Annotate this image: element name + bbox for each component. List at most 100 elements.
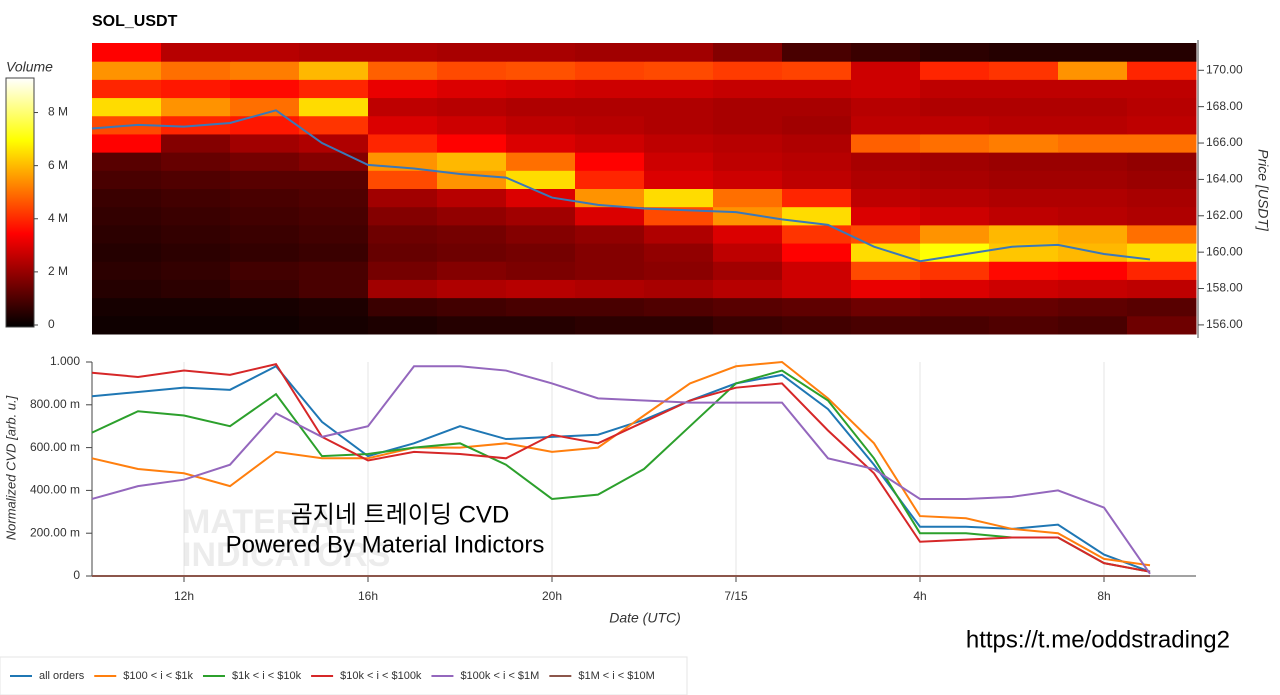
y-axis-label: Normalized CVD [arb. u.] xyxy=(3,395,18,540)
y-tick-label: 170.00 xyxy=(1206,62,1243,76)
heat-cell xyxy=(92,206,162,226)
heat-cell xyxy=(299,61,369,80)
heat-cell xyxy=(782,224,852,244)
heat-cell xyxy=(92,279,162,299)
heat-cell xyxy=(575,188,645,208)
heat-cell xyxy=(851,43,921,62)
chart-title: SOL_USDT xyxy=(92,13,178,30)
legend-label: $100 < i < $1k xyxy=(123,670,193,682)
heat-cell xyxy=(230,97,300,117)
heat-cell xyxy=(851,261,921,280)
heat-cell xyxy=(230,206,300,226)
heat-cell xyxy=(920,43,990,62)
heat-cell xyxy=(92,152,162,171)
legend-label: $1k < i < $10k xyxy=(232,670,302,682)
y-tick-label: 200.00 m xyxy=(30,525,80,539)
heat-cell xyxy=(161,133,231,153)
cvd-line xyxy=(91,363,1151,573)
heat-cell xyxy=(1058,152,1128,171)
heat-cell xyxy=(575,170,645,189)
heat-cell xyxy=(851,152,921,171)
heat-cell xyxy=(713,261,783,280)
footer-link: https://t.me/oddstrading2 xyxy=(966,626,1230,653)
heat-cell xyxy=(713,133,783,153)
heat-cell xyxy=(989,97,1059,117)
heat-cell xyxy=(920,152,990,171)
heat-cell xyxy=(368,79,438,99)
heat-cell xyxy=(299,243,369,262)
heat-cell xyxy=(575,224,645,244)
heat-cell xyxy=(506,261,576,280)
heat-cell xyxy=(299,97,369,117)
x-tick-label: 20h xyxy=(542,589,562,603)
heat-cell xyxy=(92,188,162,208)
heat-cell xyxy=(161,170,231,189)
heat-cell xyxy=(782,61,852,80)
heat-cell xyxy=(989,115,1059,135)
heat-cell xyxy=(368,297,438,317)
heat-cell xyxy=(851,243,921,262)
heat-cell xyxy=(851,206,921,226)
heat-cell xyxy=(851,79,921,99)
heat-cell xyxy=(506,297,576,317)
heat-cell xyxy=(782,261,852,280)
heat-cell xyxy=(782,115,852,135)
watermark: MATERIAL xyxy=(182,503,355,541)
heat-cell xyxy=(506,97,576,117)
heat-cell xyxy=(644,61,714,80)
heat-cell xyxy=(1127,170,1197,189)
heat-cell xyxy=(989,188,1059,208)
y-tick-label: 600.00 m xyxy=(30,440,80,454)
heat-cell xyxy=(437,152,507,171)
heat-cell xyxy=(161,297,231,317)
heat-cell xyxy=(230,279,300,299)
heat-cell xyxy=(230,152,300,171)
y-tick-label: 168.00 xyxy=(1206,99,1243,113)
heat-cell xyxy=(368,206,438,226)
heat-cell xyxy=(644,152,714,171)
heat-cell xyxy=(299,188,369,208)
x-tick-label: 4h xyxy=(913,589,926,603)
heat-cell xyxy=(92,133,162,153)
heat-cell xyxy=(644,97,714,117)
heat-cell xyxy=(92,170,162,189)
colorbar xyxy=(5,77,35,328)
heat-cell xyxy=(644,279,714,299)
heat-cell xyxy=(989,297,1059,317)
heat-cell xyxy=(575,133,645,153)
heat-cell xyxy=(713,61,783,80)
heat-cell xyxy=(1127,152,1197,171)
heat-cell xyxy=(575,279,645,299)
heat-cell xyxy=(1058,224,1128,244)
heat-cell xyxy=(368,115,438,135)
heat-cell xyxy=(368,170,438,189)
heat-cell xyxy=(92,297,162,317)
heat-cell xyxy=(230,297,300,317)
heat-cell xyxy=(782,170,852,189)
heat-cell xyxy=(1058,206,1128,226)
heat-cell xyxy=(92,261,162,280)
heat-cell xyxy=(851,188,921,208)
heat-cell xyxy=(437,133,507,153)
heat-cell xyxy=(920,261,990,280)
heat-cell xyxy=(230,61,300,80)
heat-cell xyxy=(989,61,1059,80)
x-tick-label: 12h xyxy=(174,589,194,603)
heat-cell xyxy=(989,315,1059,335)
heat-cell xyxy=(299,152,369,171)
y-tick-label: 0 xyxy=(73,568,80,582)
heat-cell xyxy=(161,79,231,99)
heat-cell xyxy=(506,315,576,335)
colorbar-tick-label: 4 M xyxy=(48,211,68,225)
colorbar-title: Volume xyxy=(6,59,53,75)
heat-cell xyxy=(1058,297,1128,317)
heat-cell xyxy=(299,297,369,317)
annotation: Powered By Material Indictors xyxy=(226,531,545,558)
heat-cell xyxy=(368,188,438,208)
y-tick-label: 156.00 xyxy=(1206,317,1243,331)
heat-cell xyxy=(230,243,300,262)
heat-cell xyxy=(713,279,783,299)
heat-cell xyxy=(437,97,507,117)
heat-cell xyxy=(782,133,852,153)
